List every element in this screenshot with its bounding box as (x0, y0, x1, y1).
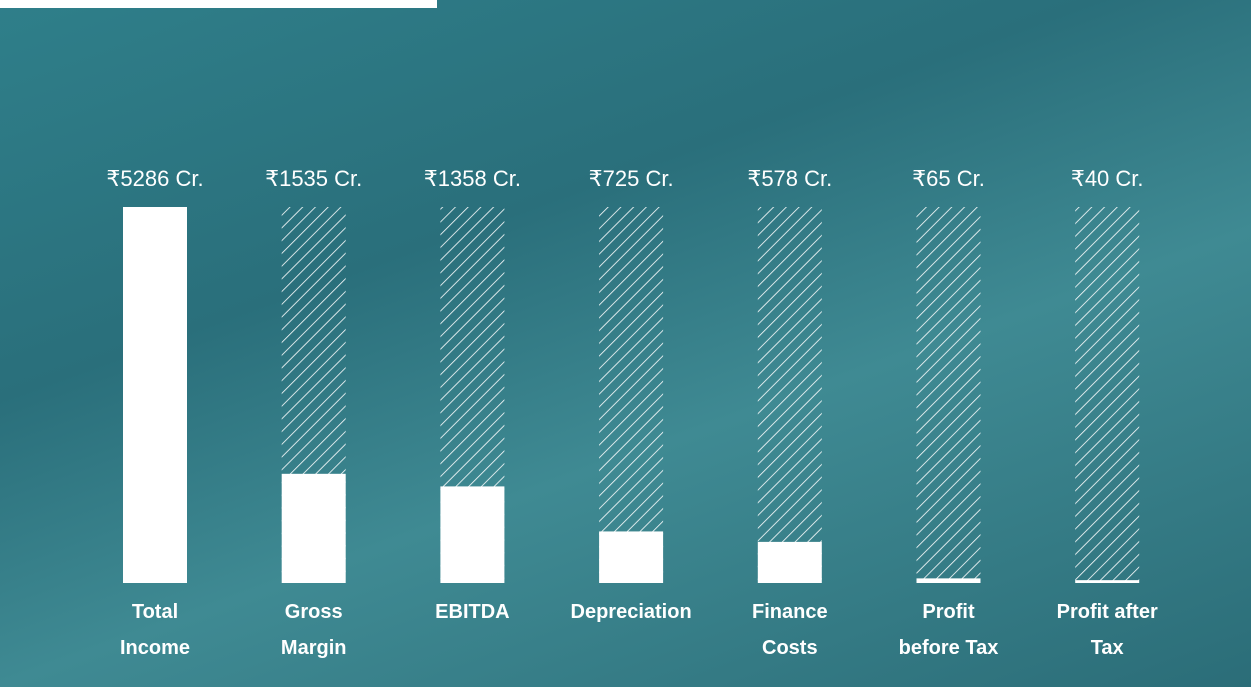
category-text: Depreciation (571, 594, 692, 630)
bar-track (599, 207, 663, 583)
value-label: ₹40 Cr. (1027, 166, 1187, 192)
category-label: Total Income (99, 594, 211, 666)
category-label: Profit before Tax (893, 594, 1005, 666)
bar (599, 531, 663, 583)
bar (440, 486, 504, 583)
value-label: ₹5286 Cr. (75, 166, 235, 192)
category-text: Profit after Tax (1051, 594, 1163, 666)
bar (917, 578, 981, 583)
bar-track (758, 207, 822, 583)
bar (1075, 580, 1139, 583)
category-text: Total Income (99, 594, 211, 666)
bar (758, 542, 822, 583)
chart: ₹5286 Cr. Total Income ₹1535 Cr. Gross Marg… (0, 0, 1251, 687)
value-label: ₹65 Cr. (869, 166, 1029, 192)
category-label: EBITDA (416, 594, 528, 630)
category-text: Finance Costs (734, 594, 846, 666)
bar (282, 474, 346, 583)
category-text: Gross Margin (258, 594, 370, 666)
value-label: ₹578 Cr. (710, 166, 870, 192)
category-text: EBITDA (435, 594, 509, 630)
bar-track (1075, 207, 1139, 583)
category-text: Profit before Tax (893, 594, 1005, 666)
bar-track (917, 207, 981, 583)
plot (0, 0, 1251, 687)
value-label: ₹1535 Cr. (234, 166, 394, 192)
value-label: ₹725 Cr. (551, 166, 711, 192)
category-label: Gross Margin (258, 594, 370, 666)
category-label: Finance Costs (734, 594, 846, 666)
category-label: Depreciation (575, 594, 687, 630)
category-label: Profit after Tax (1051, 594, 1163, 666)
value-label: ₹1358 Cr. (392, 166, 552, 192)
bar (123, 207, 187, 583)
